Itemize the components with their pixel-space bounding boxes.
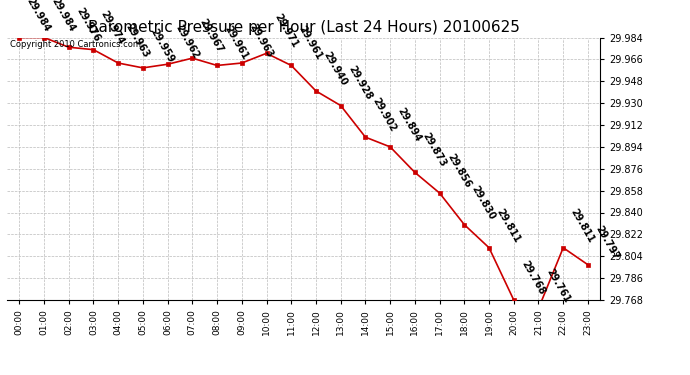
Text: 29.797: 29.797: [593, 224, 621, 261]
Text: 29.894: 29.894: [395, 106, 423, 143]
Text: 29.928: 29.928: [346, 64, 374, 102]
Text: 29.984: 29.984: [25, 0, 52, 34]
Text: 29.873: 29.873: [420, 131, 448, 169]
Text: 29.974: 29.974: [99, 9, 126, 46]
Text: 29.963: 29.963: [124, 22, 151, 60]
Text: 29.984: 29.984: [50, 0, 77, 34]
Text: 29.768: 29.768: [520, 259, 546, 297]
Text: 29.811: 29.811: [569, 207, 596, 244]
Text: Copyright 2010 Cartronics.com: Copyright 2010 Cartronics.com: [10, 40, 141, 49]
Text: 29.963: 29.963: [247, 22, 275, 60]
Text: 29.940: 29.940: [322, 50, 349, 87]
Text: 29.856: 29.856: [445, 152, 473, 189]
Text: 29.976: 29.976: [75, 6, 101, 44]
Text: 29.967: 29.967: [198, 17, 226, 55]
Text: 29.761: 29.761: [544, 267, 571, 305]
Text: 29.811: 29.811: [495, 207, 522, 244]
Text: 29.902: 29.902: [371, 96, 398, 134]
Text: 29.962: 29.962: [173, 23, 201, 61]
Text: 29.961: 29.961: [297, 24, 324, 62]
Text: 29.971: 29.971: [272, 12, 299, 50]
Text: 29.961: 29.961: [223, 24, 250, 62]
Text: 29.830: 29.830: [470, 183, 497, 221]
Text: 29.959: 29.959: [148, 27, 176, 64]
Title: Barometric Pressure per Hour (Last 24 Hours) 20100625: Barometric Pressure per Hour (Last 24 Ho…: [88, 20, 520, 35]
